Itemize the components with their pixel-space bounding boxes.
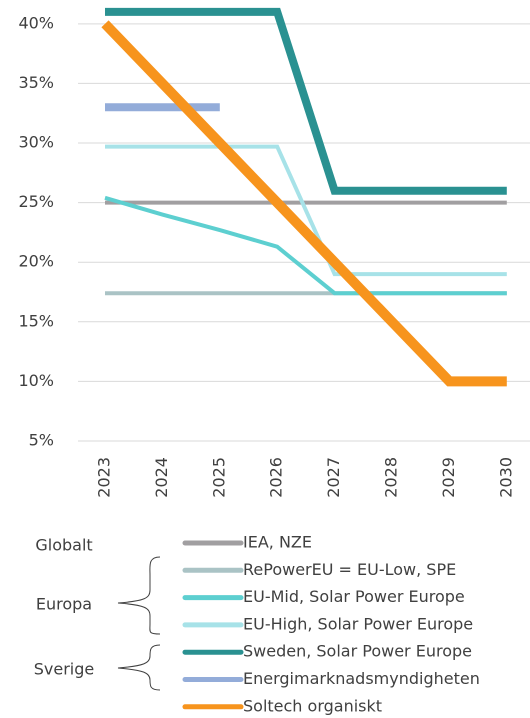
x-tick-label: 2029 bbox=[439, 457, 458, 498]
legend-label: RePowerEU = EU-Low, SPE bbox=[243, 560, 456, 579]
x-tick-label: 2023 bbox=[95, 457, 114, 498]
x-tick-label: 2025 bbox=[209, 457, 228, 498]
legend-group: Sverige bbox=[34, 660, 95, 679]
y-tick-label: 10% bbox=[18, 371, 54, 390]
y-tick-label: 20% bbox=[18, 252, 54, 271]
legend-label: EU-High, Solar Power Europe bbox=[243, 614, 473, 633]
brace bbox=[117, 644, 161, 691]
y-tick-label: 30% bbox=[18, 133, 54, 152]
series-line bbox=[101, 20, 507, 387]
series-line bbox=[105, 144, 507, 277]
y-tick-label: 15% bbox=[18, 311, 54, 330]
y-tick-label: 25% bbox=[18, 192, 54, 211]
x-tick-label: 2024 bbox=[152, 457, 171, 498]
x-tick-label: 2027 bbox=[324, 457, 343, 498]
x-tick-label: 2026 bbox=[267, 457, 286, 498]
legend-label: EU-Mid, Solar Power Europe bbox=[243, 587, 465, 606]
series-line bbox=[105, 7, 507, 195]
y-tick-label: 5% bbox=[29, 431, 54, 450]
legend-label: Energimarknadsmyndigheten bbox=[243, 669, 480, 688]
legend-label: Soltech organiskt bbox=[243, 696, 382, 715]
legend-group: Globalt bbox=[35, 536, 92, 555]
legend-group: Europa bbox=[36, 595, 92, 614]
legend-label: Sweden, Solar Power Europe bbox=[243, 642, 472, 661]
brace bbox=[117, 556, 161, 635]
legend-braces bbox=[117, 556, 161, 691]
legend-label: IEA, NZE bbox=[243, 533, 312, 552]
y-tick-label: 35% bbox=[18, 73, 54, 92]
x-tick-label: 2028 bbox=[382, 457, 401, 498]
series-line bbox=[104, 195, 507, 296]
y-tick-label: 40% bbox=[18, 13, 54, 32]
x-tick-label: 2030 bbox=[496, 457, 515, 498]
